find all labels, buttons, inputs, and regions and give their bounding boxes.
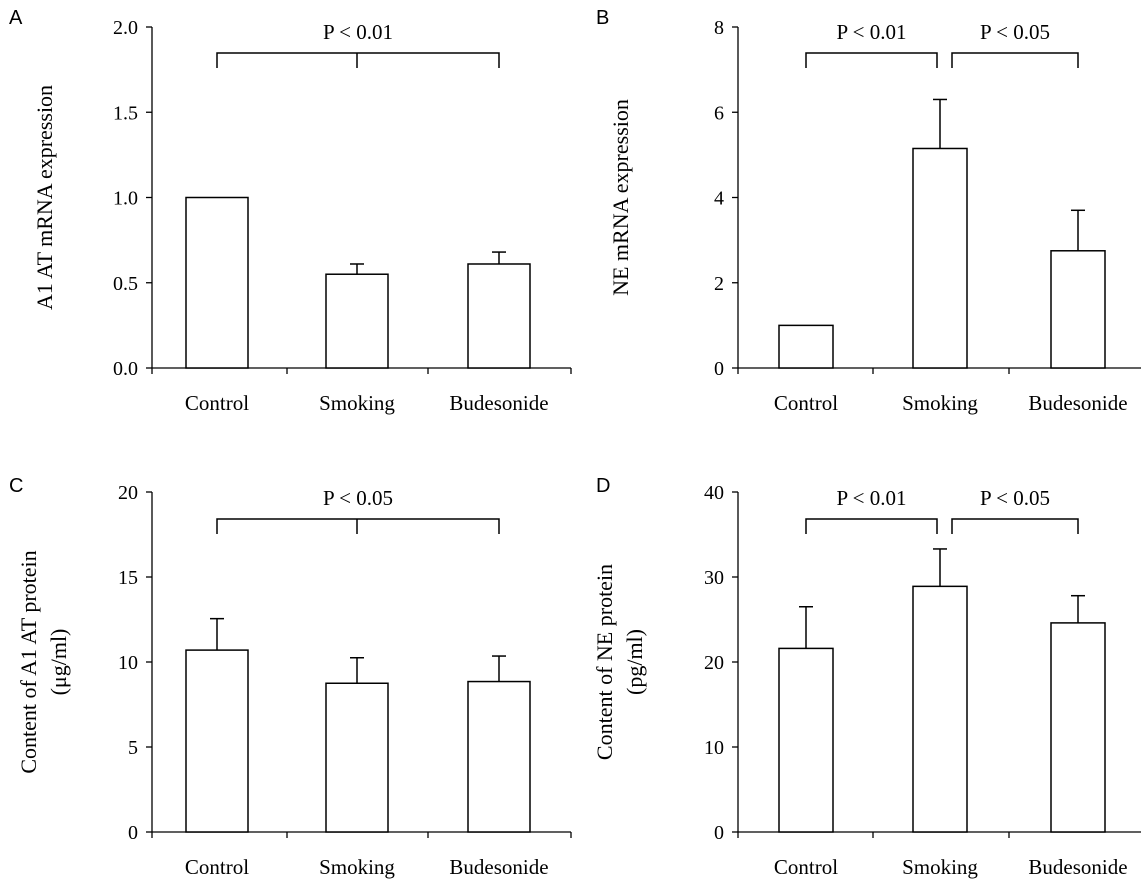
x-tick-label: Budesonide	[449, 391, 548, 415]
panel-letter: D	[596, 475, 610, 497]
y-axis-label: Content of A1 AT protein	[16, 550, 41, 773]
y-tick-label: 0	[714, 358, 724, 380]
y-axis-label-units: (μg/ml)	[46, 629, 71, 696]
y-tick-label: 40	[704, 482, 724, 504]
bar-control	[778, 324, 834, 369]
y-tick-label: 10	[704, 737, 724, 759]
bar-control	[185, 649, 249, 833]
y-tick-label: 2	[714, 273, 724, 295]
x-tick-label: Smoking	[319, 391, 395, 415]
y-tick-label: 1.0	[113, 188, 138, 210]
panel-letter: C	[9, 475, 23, 497]
significance-bracket	[805, 518, 938, 534]
bar-smoking	[325, 273, 389, 369]
bar-smoking	[325, 682, 389, 833]
y-axis-label: NE mRNA expression	[608, 99, 633, 296]
panel-letter: B	[596, 7, 609, 29]
y-axis-label-units: (pg/ml)	[622, 629, 647, 695]
y-axis-label: A1 AT mRNA expression	[32, 85, 57, 310]
significance-label: P < 0.01	[837, 486, 907, 510]
significance-bracket	[951, 52, 1079, 68]
x-tick-label: Smoking	[319, 855, 395, 879]
x-tick-label: Control	[185, 391, 249, 415]
x-tick-label: Smoking	[902, 391, 978, 415]
y-tick-label: 0.0	[113, 358, 138, 380]
bar-budesonide	[1050, 250, 1106, 369]
significance-bracket	[216, 52, 500, 68]
chart-panel-b: B 0 2 4 6 8 Control Smoking Budesonide P < 0.01 P …	[596, 7, 1141, 415]
y-tick-label: 1.5	[113, 102, 138, 124]
significance-label: P < 0.01	[837, 20, 907, 44]
x-tick-label: Smoking	[902, 855, 978, 879]
x-tick-label: Budesonide	[1028, 391, 1127, 415]
x-tick-label: Control	[774, 855, 838, 879]
y-tick-label: 8	[714, 17, 724, 39]
significance-label: P < 0.05	[980, 20, 1050, 44]
y-tick-label: 0	[128, 822, 138, 844]
bar-budesonide	[467, 263, 531, 369]
chart-panel-d: D 0 10 20 30 40 Control Smoking Budesonide P < 0.…	[592, 475, 1141, 879]
bar-smoking	[912, 147, 968, 369]
y-tick-label: 0.5	[113, 273, 138, 295]
y-tick-label: 20	[118, 482, 138, 504]
x-tick-label: Budesonide	[1028, 855, 1127, 879]
y-tick-label: 15	[118, 567, 138, 589]
significance-bracket	[951, 518, 1079, 534]
y-axis-label: Content of NE protein	[592, 564, 617, 760]
y-tick-label: 10	[118, 652, 138, 674]
bar-control	[185, 196, 249, 369]
y-tick-label: 2.0	[113, 17, 138, 39]
x-tick-label: Control	[185, 855, 249, 879]
y-tick-label: 30	[704, 567, 724, 589]
significance-bracket	[216, 518, 500, 534]
significance-bracket	[805, 52, 938, 68]
y-tick-label: 0	[714, 822, 724, 844]
y-tick-label: 4	[714, 188, 724, 210]
significance-label: P < 0.05	[980, 486, 1050, 510]
y-tick-label: 5	[128, 737, 138, 759]
bar-budesonide	[467, 680, 531, 833]
bar-budesonide	[1050, 622, 1106, 833]
significance-label: P < 0.01	[323, 20, 393, 44]
chart-panel-c: C 0 5 10 15 20 Control Smoking Budesonide P < 0.0…	[9, 475, 572, 879]
bar-control	[778, 647, 834, 833]
panel-letter: A	[9, 7, 23, 29]
y-tick-label: 20	[704, 652, 724, 674]
chart-panel-a: A 0.0 0.5 1.0 1.5 2.0 Control Smoking Budesonide…	[9, 7, 572, 415]
x-tick-label: Control	[774, 391, 838, 415]
bar-smoking	[912, 585, 968, 833]
y-tick-label: 6	[714, 102, 724, 124]
significance-label: P < 0.05	[323, 486, 393, 510]
x-tick-label: Budesonide	[449, 855, 548, 879]
